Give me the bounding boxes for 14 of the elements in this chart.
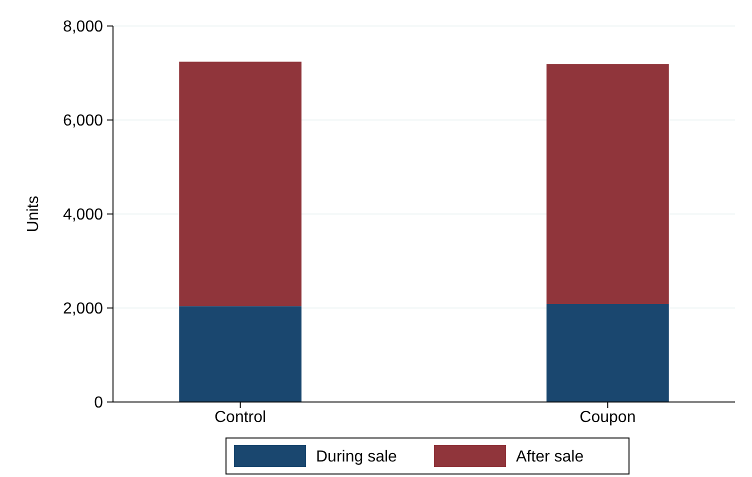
x-tick-label: Coupon <box>580 409 636 426</box>
y-tick-label: 4,000 <box>62 206 104 224</box>
bar <box>179 62 302 306</box>
legend-label: After sale <box>516 448 584 466</box>
y-tick-label: 0 <box>94 394 104 412</box>
legend-label: During sale <box>316 448 398 466</box>
y-axis-title: Units <box>25 196 42 232</box>
y-tick-label: 2,000 <box>62 300 104 318</box>
y-tick-label: 6,000 <box>62 112 104 130</box>
bar <box>546 64 669 304</box>
x-tick-label: Control <box>214 409 266 426</box>
y-tick-label: 8,000 <box>62 18 104 36</box>
bar <box>179 306 302 402</box>
bar <box>546 304 669 402</box>
